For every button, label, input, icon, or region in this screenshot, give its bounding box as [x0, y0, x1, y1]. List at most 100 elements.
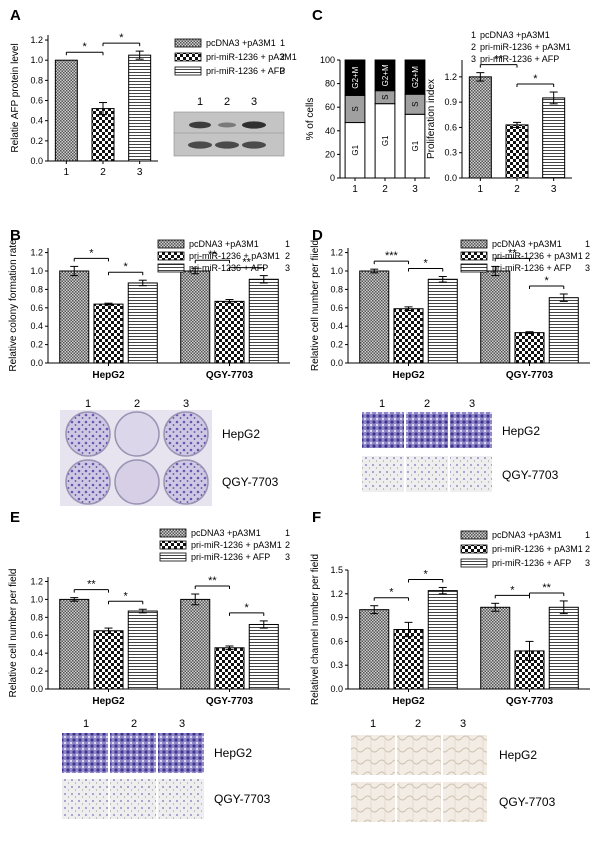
- segment-label: G2+M: [351, 66, 360, 88]
- charts-layer: 0.0 0.2 0.4 0.6 0.8 1.0 1.2 Relatie AFP protein…: [8, 32, 590, 707]
- y-tick-label: 1.0: [30, 594, 43, 604]
- segment-label: S: [351, 106, 360, 111]
- significance-label: *: [244, 602, 249, 614]
- y-tick-label: 0.4: [330, 321, 343, 331]
- bar: [480, 270, 511, 364]
- y-tick-label: 60: [325, 102, 335, 112]
- x-tick-label: HepG2: [392, 370, 425, 381]
- legend-swatch: [159, 528, 187, 538]
- bar: [427, 590, 458, 690]
- legend-number: 1: [280, 38, 285, 48]
- bar: [427, 278, 458, 364]
- image-column-label: 3: [460, 718, 466, 730]
- y-tick-label: 1.2: [444, 72, 457, 82]
- significance-label: *: [119, 32, 124, 44]
- bar: [128, 54, 152, 162]
- x-tick-label: 2: [514, 184, 520, 195]
- legend-swatch: [460, 263, 488, 273]
- bar: [59, 598, 90, 690]
- x-tick-label: 3: [551, 184, 557, 195]
- x-tick-label: QGY-7703: [206, 370, 254, 381]
- colony-plate: [163, 459, 209, 505]
- legend-swatch: [157, 263, 185, 273]
- panel-letter-c: C: [312, 7, 323, 24]
- micrograph: [406, 456, 448, 492]
- y-tick-label: 0.6: [444, 122, 457, 132]
- x-tick-label: QGY-7703: [506, 370, 554, 381]
- stacked-bar-segment: [404, 59, 426, 95]
- significance-label: *: [544, 275, 549, 287]
- legend-number: 1: [585, 239, 590, 249]
- colony-plate: [114, 411, 160, 457]
- significance-label: *: [389, 587, 394, 599]
- legend-swatch: [460, 530, 488, 540]
- micrograph: [351, 782, 395, 822]
- x-tick-label: HepG2: [92, 370, 125, 381]
- y-tick-label: 1.0: [30, 266, 43, 276]
- legend-number: 1: [471, 30, 476, 40]
- y-tick-label: 0.6: [330, 303, 343, 313]
- micrograph: [110, 733, 156, 773]
- bar: [59, 270, 90, 364]
- significance-label: *: [123, 261, 128, 273]
- bar: [180, 270, 211, 364]
- x-tick-label: QGY-7703: [506, 696, 554, 707]
- legend-swatch: [460, 544, 488, 554]
- significance-label: *: [510, 584, 515, 596]
- y-tick-label: 100: [320, 55, 335, 65]
- significance-label: **: [494, 54, 503, 66]
- legend-number: 1: [285, 239, 290, 249]
- legend-swatch: [460, 251, 488, 261]
- image-row-label: QGY-7703: [502, 468, 559, 482]
- legend-label: pri-miR-1236 + pA3M1: [206, 52, 297, 62]
- colony-plate: [65, 411, 111, 457]
- panel-letter-d: D: [312, 227, 323, 244]
- y-tick-label: 80: [325, 79, 335, 89]
- image-column-label: 1: [379, 398, 385, 410]
- significance-label: **: [542, 582, 551, 594]
- legend-number: 2: [471, 42, 476, 52]
- bar: [359, 270, 390, 364]
- segment-label: S: [411, 102, 420, 107]
- stacked-bar-segment: [374, 59, 396, 92]
- bar: [54, 59, 78, 162]
- y-tick-label: 0.2: [30, 136, 43, 146]
- bar: [505, 124, 529, 179]
- y-tick-label: 1.2: [30, 576, 43, 586]
- colony-plate: [114, 459, 160, 505]
- legend-number: 3: [471, 54, 476, 64]
- blot-band: [242, 121, 266, 129]
- tube-images: 1 2 3 HepG2 QGY-7703: [351, 718, 556, 822]
- legend-label: pri-miR-1236 + pA3M1: [480, 42, 571, 52]
- legend-number: 2: [585, 544, 590, 554]
- y-axis-label: Relative cell number per fiield: [310, 240, 321, 371]
- bar: [393, 629, 424, 690]
- panel-letter-f: F: [312, 509, 321, 526]
- y-tick-label: 0.8: [330, 284, 343, 294]
- significance-label: *: [423, 568, 428, 580]
- y-tick-label: 1.0: [30, 55, 43, 65]
- y-tick-label: 0.0: [330, 358, 343, 368]
- image-row-label: QGY-7703: [222, 475, 279, 489]
- y-tick-label: 0.0: [30, 684, 43, 694]
- colony-plate: [65, 459, 111, 505]
- micrograph: [397, 782, 441, 822]
- y-tick-label: 0.8: [30, 612, 43, 622]
- legends-layer: pcDNA3 +pA3M1 1 pri-miR-1236 + pA3M1 2 pri-m…: [157, 30, 590, 568]
- segment-label: G2+M: [411, 66, 420, 88]
- y-tick-label: 0.8: [30, 75, 43, 85]
- legend-swatch: [460, 558, 488, 568]
- image-column-label: 1: [83, 718, 89, 730]
- image-column-label: 2: [131, 718, 137, 730]
- x-tick-label: 1: [64, 167, 70, 178]
- x-tick-label: 1: [478, 184, 484, 195]
- blot-band: [189, 121, 211, 129]
- bar: [468, 76, 492, 179]
- legend-label: pcDNA3 +pA3M1: [480, 30, 550, 40]
- migration-images: 1 2 3 HepG2 QGY-7703: [362, 398, 559, 492]
- image-row-label: HepG2: [214, 746, 252, 760]
- y-tick-label: 1.2: [30, 248, 43, 258]
- y-tick-label: 1.2: [30, 35, 43, 45]
- blot-membrane: [173, 111, 285, 157]
- bar: [214, 300, 245, 364]
